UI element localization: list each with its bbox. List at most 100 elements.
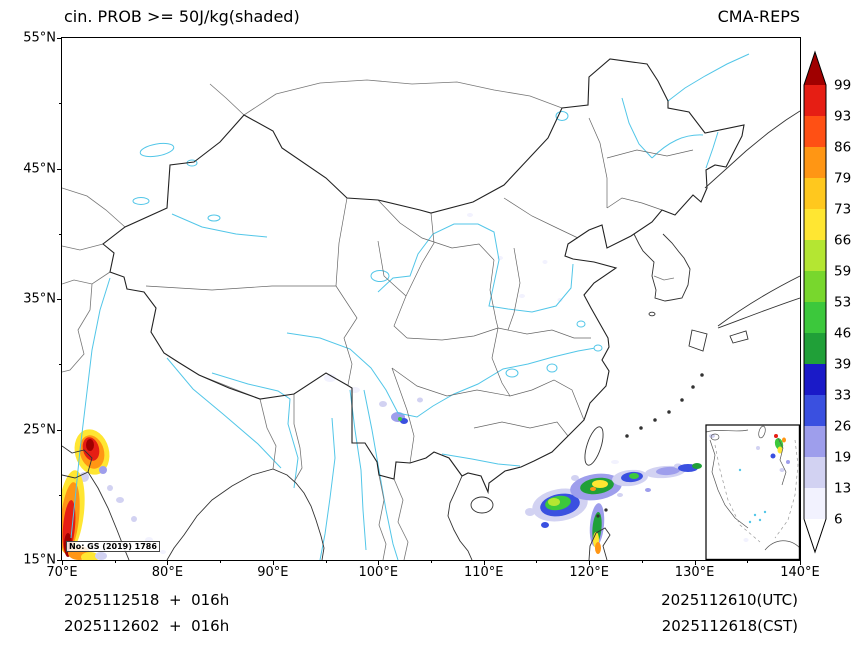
colorbar-tick-label: 13 xyxy=(834,481,851,497)
dongting-lake xyxy=(505,368,519,378)
border-line xyxy=(259,398,277,470)
inset-borneo-coast xyxy=(764,540,800,551)
inset-island-dot xyxy=(753,513,757,517)
inset-hainan xyxy=(710,433,720,441)
probability-shade xyxy=(131,516,137,522)
probability-shade xyxy=(611,460,619,464)
colorbar-tick-label: 66 xyxy=(834,233,851,249)
jeju-island xyxy=(648,311,656,317)
probability-shade xyxy=(467,213,473,217)
x-tick xyxy=(378,560,380,565)
probability-shade xyxy=(774,434,778,438)
ryukyu-island xyxy=(691,385,695,389)
probability-shade xyxy=(116,497,124,503)
init-time-utc: 2025112518 + 016h xyxy=(64,591,230,609)
province-line xyxy=(377,240,408,339)
colorbar-outline xyxy=(803,50,827,554)
probability-shade xyxy=(777,446,783,454)
inset-island-dot xyxy=(748,520,752,524)
yellow-river xyxy=(377,223,574,313)
hongze-lake xyxy=(576,320,586,328)
primorye-coast xyxy=(704,110,800,189)
amur-river xyxy=(667,53,750,102)
inset-shading-layer xyxy=(709,434,790,542)
province-line xyxy=(588,117,608,208)
x-minor-tick xyxy=(325,560,327,563)
nen-river xyxy=(621,97,653,159)
colorbar-segment xyxy=(804,178,826,209)
x-tick xyxy=(800,560,801,565)
inset-border xyxy=(705,424,800,560)
bosten-lake xyxy=(207,214,221,222)
colorbar-tick-label: 46 xyxy=(834,326,851,342)
colorbar-segment xyxy=(804,116,826,147)
inset-coast xyxy=(705,429,749,433)
babuyan-island xyxy=(596,514,600,518)
x-minor-tick xyxy=(220,560,222,563)
taiwan-island xyxy=(584,426,604,466)
colorbar-tick-label: 19 xyxy=(834,450,851,466)
colorbar-segment xyxy=(804,395,826,426)
china-national-border xyxy=(102,58,745,495)
ryukyu-island xyxy=(700,373,704,377)
colorbar-segment xyxy=(804,147,826,178)
border-line xyxy=(62,187,126,228)
inset-island-dot xyxy=(738,468,742,472)
border-line xyxy=(62,283,93,373)
brahmaputra-river xyxy=(211,372,299,489)
probability-shade xyxy=(590,487,596,491)
rivers-layer xyxy=(70,53,750,560)
y-minor-tick xyxy=(59,364,62,366)
kyushu-island xyxy=(688,329,708,352)
province-line xyxy=(503,197,579,239)
colorbar-tick-label: 6 xyxy=(834,512,843,528)
probability-shade xyxy=(398,417,402,421)
kutch-coast xyxy=(62,445,93,479)
colorbar-tick-label: 73 xyxy=(834,202,851,218)
x-minor-tick xyxy=(641,560,643,563)
border-line xyxy=(393,478,409,560)
probability-shade xyxy=(770,453,776,459)
probability-shade xyxy=(542,260,548,264)
songhua-river xyxy=(651,134,704,159)
probability-shade xyxy=(709,434,715,438)
colorbar-segment xyxy=(804,271,826,302)
y-tick xyxy=(57,299,62,300)
inset-taiwan xyxy=(758,425,766,439)
colorbar-tick-label: 99 xyxy=(834,78,851,94)
irrawaddy-river xyxy=(319,417,336,560)
border-line xyxy=(62,271,111,285)
probability-shade xyxy=(525,508,535,516)
x-minor-tick xyxy=(431,560,432,563)
luzon-coast xyxy=(588,527,611,560)
province-line xyxy=(491,327,511,397)
colorbar-tick-label: 33 xyxy=(834,388,851,404)
foreign-borders-layer xyxy=(62,79,675,560)
valid-time-cst: 2025112618(CST) xyxy=(661,617,798,635)
dash-boundary xyxy=(714,444,761,543)
probability-shade xyxy=(743,538,749,542)
ryukyu-island xyxy=(667,410,671,414)
y-tick-label: 55°N xyxy=(23,30,56,46)
y-minor-tick xyxy=(59,494,62,496)
border-line xyxy=(293,394,303,483)
issyk-kul-lake xyxy=(132,197,150,205)
probability-shade xyxy=(595,542,601,554)
model-label: CMA-REPS xyxy=(717,7,800,26)
ganges-river xyxy=(166,357,282,469)
probability-shading-layer xyxy=(62,213,702,560)
inset-vietnam-coast xyxy=(709,439,749,529)
poyang-lake xyxy=(546,363,558,373)
colorbar-segment xyxy=(804,333,826,364)
lakes-layer xyxy=(132,111,603,378)
salween-river xyxy=(349,389,367,551)
inset-coastlines xyxy=(705,425,800,551)
coastlines-layer xyxy=(62,110,800,560)
colorbar-segment xyxy=(804,457,826,488)
y-minor-tick xyxy=(59,233,62,235)
ryukyu-island xyxy=(625,434,629,438)
y-tick-label: 25°N xyxy=(23,422,56,437)
probability-shade xyxy=(592,480,608,488)
init-time-cst: 2025112602 + 016h xyxy=(64,617,230,635)
